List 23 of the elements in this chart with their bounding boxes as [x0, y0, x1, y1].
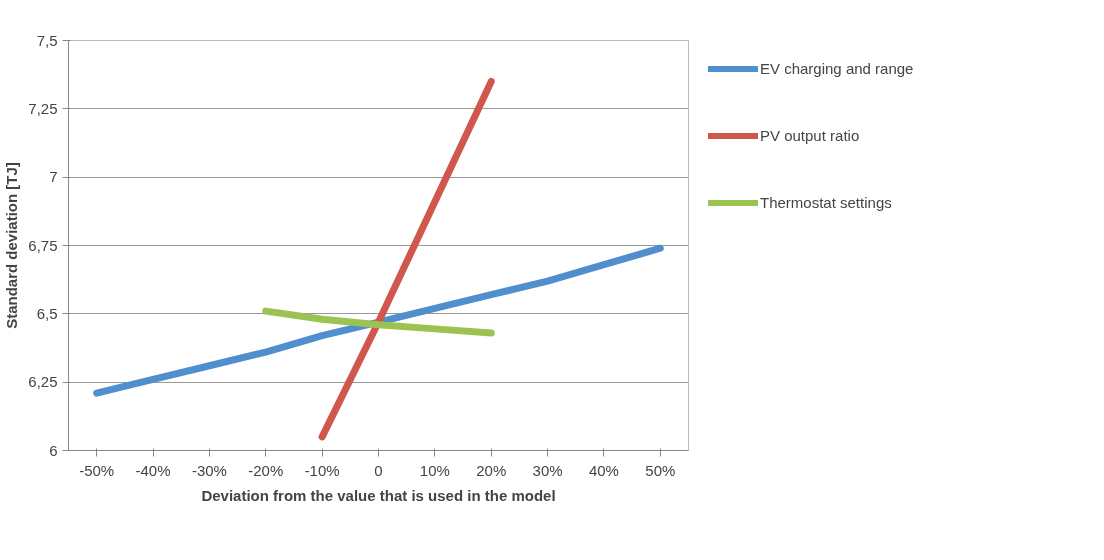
x-tick-label: 0 — [374, 461, 383, 479]
y-axis-title: Standard deviation [TJ] — [3, 162, 21, 329]
x-tick-label: 40% — [588, 461, 619, 479]
y-tick-label: 6,75 — [28, 236, 58, 254]
legend-label: Thermostat settings — [760, 194, 892, 211]
legend-label: EV charging and range — [760, 60, 914, 77]
x-tick-label: -20% — [248, 461, 284, 479]
x-tick-label: 20% — [476, 461, 507, 479]
y-tick-label: 6 — [49, 441, 58, 459]
x-tick-label: -50% — [79, 461, 115, 479]
y-tick-label: 7,25 — [28, 99, 58, 117]
y-tick-label: 6,5 — [36, 304, 58, 322]
x-tick-label: 10% — [419, 461, 450, 479]
y-tick-label: 7,5 — [36, 31, 58, 49]
x-tick-label: -30% — [191, 461, 227, 479]
x-tick-label: -40% — [135, 461, 171, 479]
x-tick-label: 50% — [645, 461, 676, 479]
x-tick-label: 30% — [532, 461, 563, 479]
x-tick-label: -10% — [304, 461, 340, 479]
legend-label: PV output ratio — [760, 127, 860, 144]
x-axis-title: Deviation from the value that is used in the model — [201, 486, 556, 504]
y-tick-label: 6,25 — [28, 373, 58, 391]
y-tick-label: 7 — [49, 168, 58, 186]
